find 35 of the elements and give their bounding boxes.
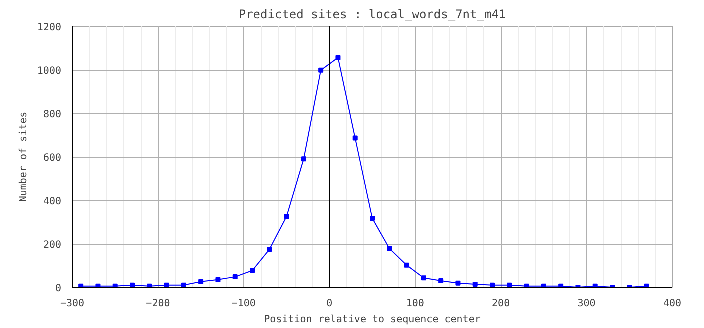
x-tick-label: −100 xyxy=(232,298,256,310)
y-axis-title: Number of sites xyxy=(18,112,30,202)
point xyxy=(387,246,392,252)
x-axis-title: Position relative to sequence center xyxy=(264,314,481,326)
point xyxy=(301,156,306,162)
point xyxy=(421,276,426,281)
point xyxy=(438,278,444,284)
x-tick-label: 200 xyxy=(492,298,510,310)
point xyxy=(456,280,461,286)
y-tick-label: 0 xyxy=(55,284,62,294)
point xyxy=(336,55,341,60)
x-tick-label: 100 xyxy=(406,298,424,310)
y-tick-label: 600 xyxy=(43,153,62,164)
x-tick-label: −300 xyxy=(60,298,85,310)
y-tick-label: 1000 xyxy=(37,66,62,77)
y-tick-label: 1200 xyxy=(37,22,62,34)
x-tick-label: 400 xyxy=(663,298,682,310)
point xyxy=(198,279,204,284)
y-tick-label: 800 xyxy=(43,110,62,120)
x-tick-label: −200 xyxy=(146,298,170,310)
x-tick-label: 0 xyxy=(326,298,333,310)
point xyxy=(267,247,272,252)
point xyxy=(284,214,290,220)
point xyxy=(216,277,221,282)
point xyxy=(370,216,375,222)
point xyxy=(250,268,255,274)
point xyxy=(232,274,238,280)
y-tick-label: 200 xyxy=(43,240,62,251)
chart-title: Predicted sites : local_words_7nt_m41 xyxy=(238,8,506,22)
point xyxy=(352,136,358,141)
x-tick-label: 300 xyxy=(578,298,596,310)
point xyxy=(472,282,478,287)
y-tick-label: 400 xyxy=(43,196,62,208)
point xyxy=(318,68,324,73)
point xyxy=(404,262,410,268)
